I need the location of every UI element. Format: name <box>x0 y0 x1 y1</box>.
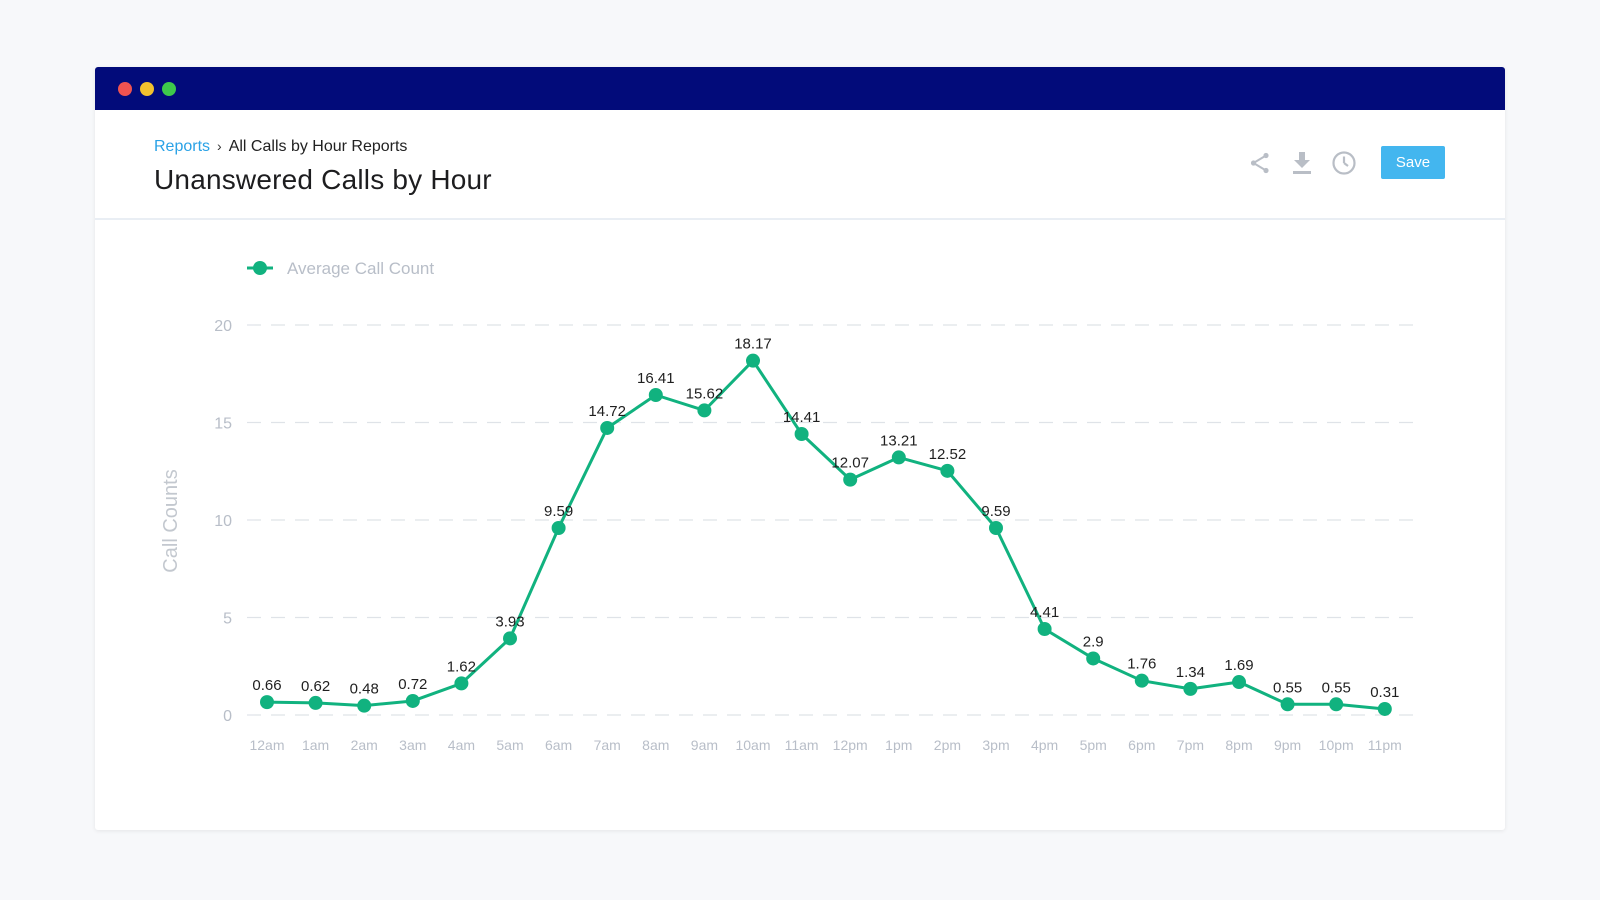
data-point[interactable] <box>308 695 323 710</box>
y-tick-label: 5 <box>223 611 232 628</box>
data-point[interactable] <box>697 403 712 418</box>
data-point[interactable] <box>843 472 858 487</box>
x-tick-label: 6pm <box>1128 737 1155 753</box>
data-point[interactable] <box>1280 697 1295 712</box>
x-tick-label: 11am <box>785 737 819 753</box>
x-tick-label: 3pm <box>982 737 1009 753</box>
data-point[interactable] <box>940 463 955 478</box>
data-label: 0.72 <box>398 676 427 693</box>
legend-marker <box>253 261 267 275</box>
x-tick-label: 7am <box>594 737 621 753</box>
data-point[interactable] <box>357 698 372 713</box>
title-bar <box>95 67 1505 110</box>
data-label: 12.07 <box>831 455 869 472</box>
clock-icon[interactable] <box>1331 150 1357 176</box>
x-tick-label: 4am <box>448 737 475 753</box>
data-point[interactable] <box>1134 673 1149 688</box>
data-label: 0.66 <box>252 677 281 694</box>
data-label: 12.52 <box>929 446 967 463</box>
download-icon[interactable] <box>1289 150 1315 176</box>
y-tick-label: 15 <box>214 416 232 433</box>
data-point[interactable] <box>503 631 517 646</box>
x-tick-label: 6am <box>545 737 572 753</box>
x-tick-label: 7pm <box>1177 737 1204 753</box>
data-label: 0.55 <box>1322 679 1351 696</box>
breadcrumb-current: All Calls by Hour Reports <box>228 138 408 155</box>
x-tick-label: 2pm <box>934 737 961 753</box>
data-point[interactable] <box>1086 651 1101 666</box>
x-tick-label: 1pm <box>885 737 912 753</box>
page-header: Reports › All Calls by Hour Reports Unansw… <box>95 110 1505 220</box>
data-point[interactable] <box>454 676 469 691</box>
data-point[interactable] <box>1183 681 1198 696</box>
x-tick-label: 4pm <box>1031 737 1058 753</box>
data-point[interactable] <box>405 693 420 708</box>
x-tick-label: 11pm <box>1368 737 1402 753</box>
x-tick-label: 3am <box>399 737 426 753</box>
x-tick-label: 10pm <box>1319 737 1354 753</box>
data-label: 14.72 <box>588 403 626 420</box>
close-window-button[interactable] <box>118 82 132 96</box>
legend-label: Average Call Count <box>287 259 434 278</box>
x-tick-label: 9am <box>691 737 718 753</box>
data-label: 0.31 <box>1370 684 1399 701</box>
data-point[interactable] <box>1329 697 1344 712</box>
header-actions: Save <box>1231 146 1445 179</box>
data-label: 15.62 <box>686 385 724 402</box>
data-point[interactable] <box>260 695 274 710</box>
data-label: 16.41 <box>637 370 675 387</box>
x-tick-label: 10am <box>735 737 770 753</box>
breadcrumb: Reports › All Calls by Hour Reports <box>154 138 407 156</box>
data-label: 0.48 <box>350 681 379 698</box>
data-label: 18.17 <box>734 336 772 353</box>
y-axis-label: Call Counts <box>160 469 182 572</box>
data-label: 0.62 <box>301 678 330 695</box>
data-label: 1.76 <box>1127 656 1156 673</box>
data-label: 13.21 <box>880 432 918 449</box>
y-tick-label: 10 <box>214 513 232 530</box>
maximize-window-button[interactable] <box>162 82 176 96</box>
data-label: 0.55 <box>1273 679 1302 696</box>
data-label: 9.59 <box>981 503 1010 520</box>
data-point[interactable] <box>891 450 906 465</box>
data-label: 4.41 <box>1030 604 1059 621</box>
x-tick-label: 5am <box>496 737 523 753</box>
data-point[interactable] <box>794 427 809 442</box>
y-tick-label: 0 <box>223 708 232 725</box>
data-label: 1.34 <box>1176 664 1205 681</box>
share-icon[interactable] <box>1247 150 1273 176</box>
breadcrumb-separator: › <box>217 138 222 154</box>
data-label: 1.62 <box>447 658 476 675</box>
chart-container: Average Call Count Call Counts 0 5 10 15 20 12a… <box>95 218 1505 830</box>
data-point[interactable] <box>1037 622 1052 637</box>
x-tick-label: 5pm <box>1080 737 1107 753</box>
data-point[interactable] <box>648 388 663 403</box>
data-label: 9.59 <box>544 503 573 520</box>
x-tick-label: 9pm <box>1274 737 1301 753</box>
x-tick-label: 8pm <box>1225 737 1252 753</box>
data-point[interactable] <box>1377 701 1392 716</box>
series-line <box>266 359 1385 711</box>
data-point[interactable] <box>989 520 1003 535</box>
x-tick-label: 8am <box>642 737 669 753</box>
app-window: Reports › All Calls by Hour Reports Unansw… <box>95 67 1505 830</box>
x-tick-label: 12am <box>249 737 284 753</box>
data-label: 3.93 <box>495 613 524 630</box>
x-tick-label: 2am <box>351 737 378 753</box>
x-tick-label: 1am <box>302 737 329 753</box>
data-point[interactable] <box>600 420 615 435</box>
save-button[interactable]: Save <box>1381 146 1445 179</box>
page-title: Unanswered Calls by Hour <box>154 164 492 195</box>
y-tick-label: 20 <box>214 318 232 335</box>
data-point[interactable] <box>551 520 566 535</box>
minimize-window-button[interactable] <box>140 82 154 96</box>
breadcrumb-reports-link[interactable]: Reports <box>154 138 211 155</box>
data-label: 14.41 <box>783 409 821 426</box>
data-point[interactable] <box>746 353 760 368</box>
data-label: 1.69 <box>1224 657 1253 674</box>
x-tick-label: 12pm <box>833 737 868 753</box>
data-point[interactable] <box>1232 675 1246 690</box>
data-label: 2.9 <box>1083 633 1104 650</box>
line-chart: Average Call Count Call Counts 0 5 10 15 20 12a… <box>160 259 1413 753</box>
